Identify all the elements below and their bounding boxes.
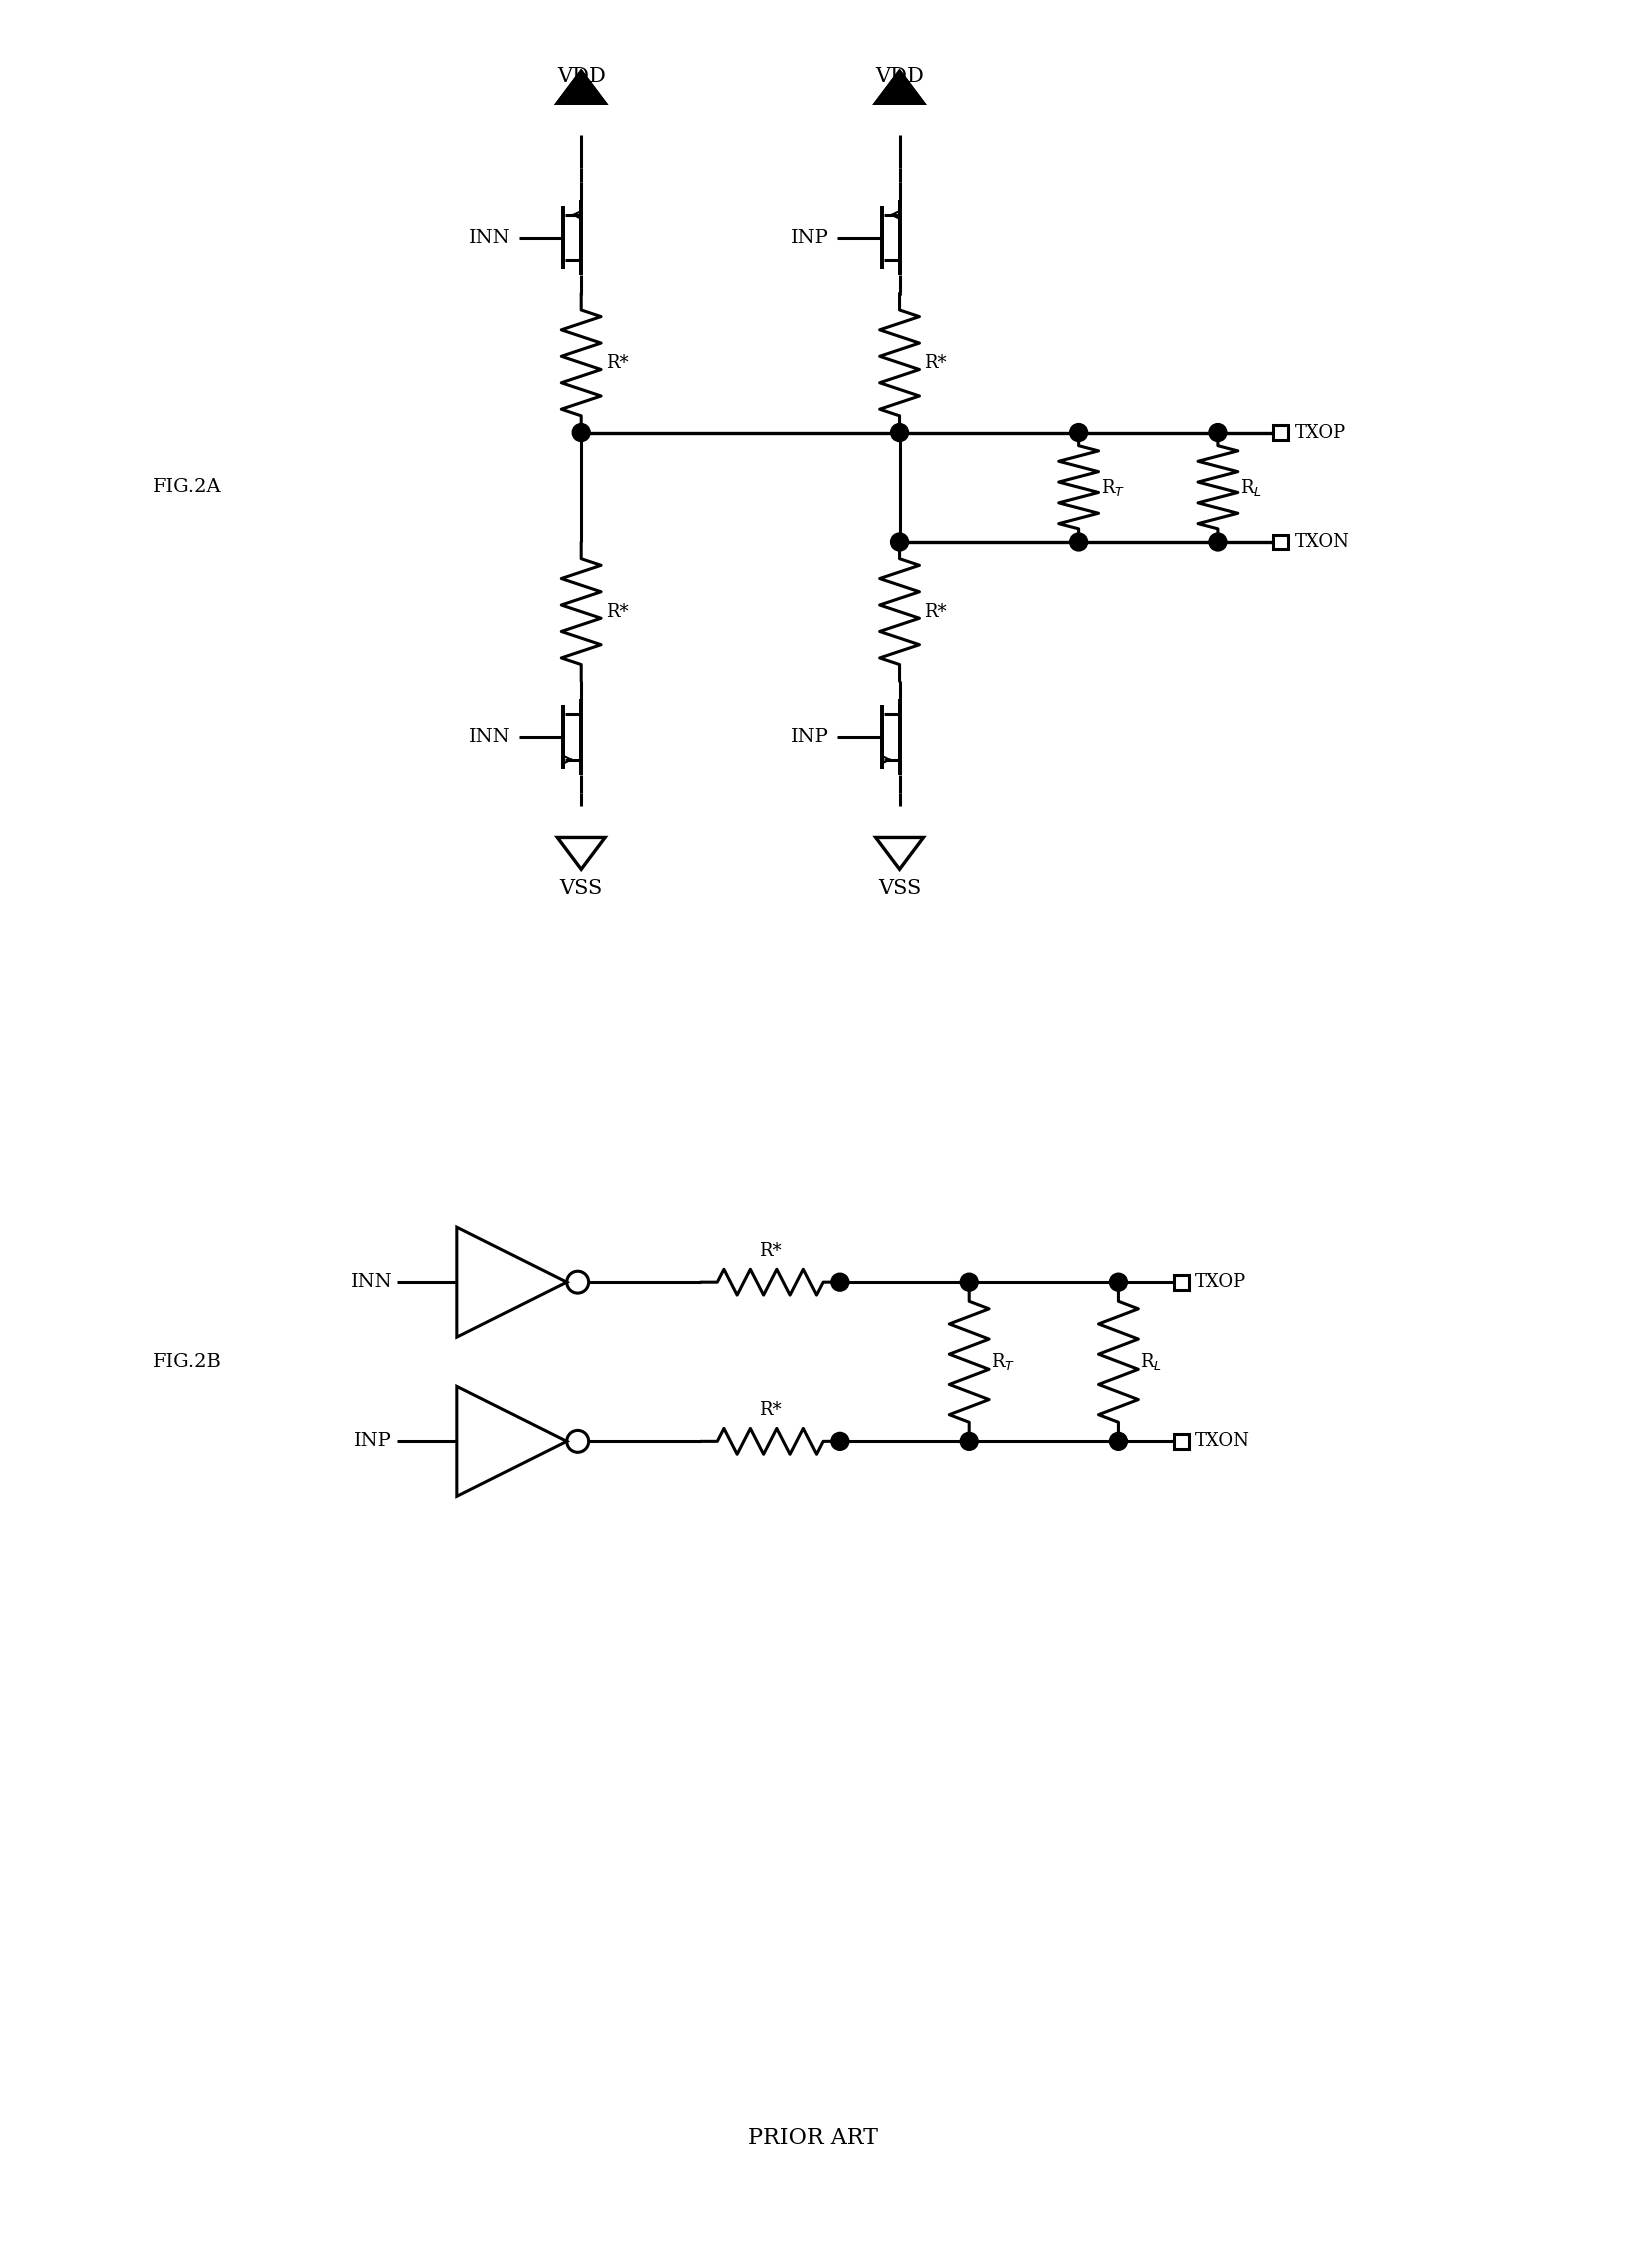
Text: FIG.2A: FIG.2A <box>153 478 223 496</box>
Bar <box>1273 534 1288 550</box>
Text: VSS: VSS <box>878 879 922 897</box>
Circle shape <box>961 1433 979 1451</box>
Circle shape <box>891 424 909 442</box>
Text: R$_T$: R$_T$ <box>992 1350 1015 1373</box>
Polygon shape <box>558 72 605 103</box>
Circle shape <box>1109 1433 1127 1451</box>
Text: R$_L$: R$_L$ <box>1140 1350 1163 1373</box>
Bar <box>1273 426 1288 440</box>
Text: INP: INP <box>354 1433 392 1451</box>
Text: PRIOR ART: PRIOR ART <box>748 2126 878 2149</box>
Circle shape <box>572 424 590 442</box>
Text: R$_T$: R$_T$ <box>1101 478 1125 498</box>
Text: FIG.2B: FIG.2B <box>153 1353 223 1370</box>
Circle shape <box>1070 534 1088 552</box>
Text: INN: INN <box>351 1274 392 1292</box>
Text: TXOP: TXOP <box>1195 1274 1246 1292</box>
Text: TXON: TXON <box>1195 1433 1250 1451</box>
Text: R$_L$: R$_L$ <box>1239 478 1262 498</box>
Circle shape <box>831 1433 849 1451</box>
Text: INP: INP <box>790 229 829 247</box>
Text: R*: R* <box>606 603 629 621</box>
Text: VDD: VDD <box>556 67 605 85</box>
Bar <box>1174 1274 1189 1290</box>
Text: R*: R* <box>925 354 946 372</box>
Text: R*: R* <box>759 1243 782 1261</box>
Text: VSS: VSS <box>559 879 603 897</box>
Text: R*: R* <box>606 354 629 372</box>
Text: TXON: TXON <box>1294 534 1350 552</box>
Text: INN: INN <box>468 229 511 247</box>
Circle shape <box>1210 424 1228 442</box>
Circle shape <box>1070 424 1088 442</box>
Circle shape <box>831 1274 849 1292</box>
Text: VDD: VDD <box>875 67 924 85</box>
Circle shape <box>1109 1274 1127 1292</box>
Circle shape <box>891 534 909 552</box>
Polygon shape <box>876 72 924 103</box>
Text: TXOP: TXOP <box>1294 424 1346 442</box>
Circle shape <box>1210 534 1228 552</box>
Text: INP: INP <box>790 729 829 747</box>
Bar <box>1174 1433 1189 1449</box>
Text: R*: R* <box>925 603 946 621</box>
Text: R*: R* <box>759 1402 782 1420</box>
Circle shape <box>961 1274 979 1292</box>
Text: INN: INN <box>468 729 511 747</box>
